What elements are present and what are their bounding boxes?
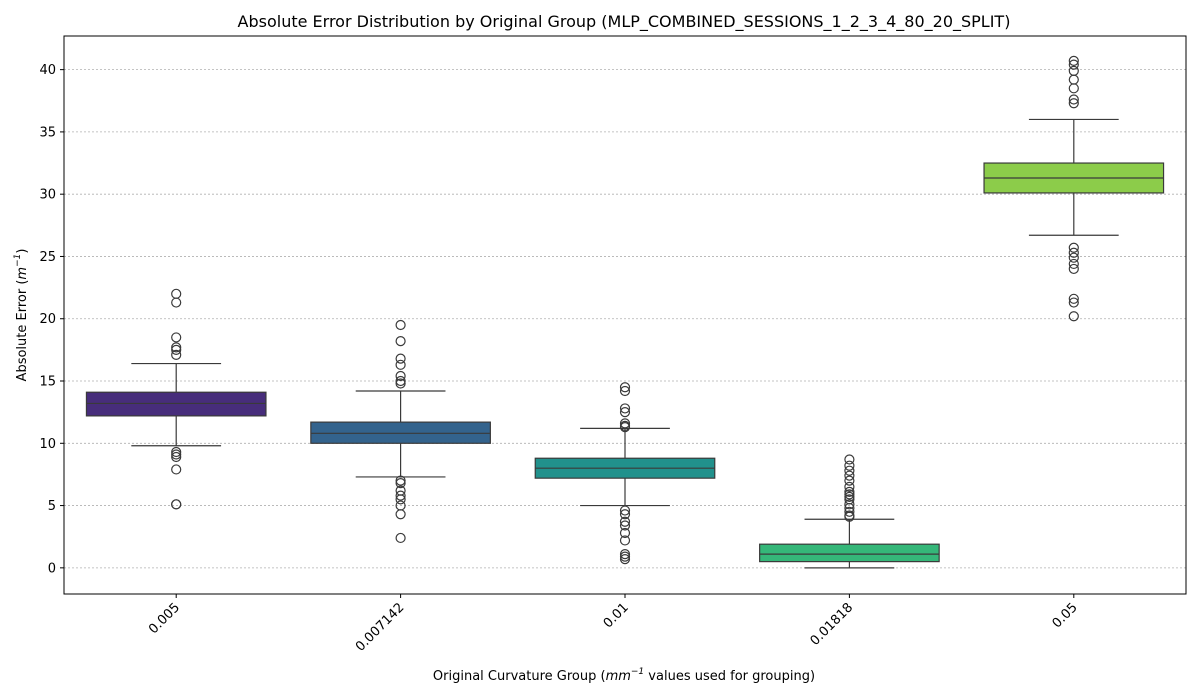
- outlier-point: [619, 527, 631, 539]
- outlier-point: [1068, 297, 1079, 308]
- outlier-point: [171, 449, 182, 460]
- outlier-point: [171, 342, 182, 353]
- outlier-point: [844, 465, 855, 476]
- outlier-point: [844, 486, 855, 497]
- outlier-point: [395, 378, 406, 389]
- outlier-point: [395, 490, 406, 501]
- y-tick-label: 30: [39, 188, 56, 203]
- box-group-0.007142: [310, 319, 491, 544]
- x-axis-label: Original Curvature Group (mm−1 values us…: [433, 667, 815, 684]
- outlier-point: [619, 421, 631, 433]
- box-group-0.05: [983, 55, 1165, 322]
- outlier-point: [1068, 98, 1079, 109]
- outlier-point: [1068, 83, 1079, 94]
- outlier-point: [1068, 252, 1079, 263]
- y-axis-ticks: 0 5 10 15 20 25 30 35 40: [39, 63, 64, 576]
- box-group-0.01: [534, 382, 716, 565]
- outlier-point: [844, 481, 855, 492]
- y-tick-label: 35: [39, 125, 56, 140]
- outlier-point: [1068, 258, 1079, 270]
- outlier-point: [395, 370, 406, 382]
- x-tick-label: 0.005: [146, 600, 183, 637]
- outlier-point: [844, 470, 855, 481]
- outlier-point: [395, 509, 406, 520]
- outlier-point: [619, 535, 631, 546]
- outlier-point: [844, 499, 855, 510]
- box: [759, 543, 940, 563]
- outlier-point: [619, 516, 631, 527]
- outlier-point: [1068, 55, 1079, 67]
- outlier-point: [619, 385, 631, 397]
- x-tick-label: 0.007142: [353, 600, 407, 654]
- outlier-point: [844, 460, 855, 471]
- outlier-point: [844, 511, 855, 522]
- outlier-point: [171, 349, 182, 360]
- outlier-point: [1068, 311, 1079, 322]
- outlier-point: [171, 332, 182, 343]
- outlier-point: [844, 491, 855, 502]
- box: [85, 391, 267, 417]
- outlier-point: [171, 499, 182, 510]
- outlier-point: [171, 464, 182, 475]
- outlier-point: [1068, 65, 1079, 76]
- outlier-point: [1068, 293, 1079, 304]
- outlier-point: [171, 451, 182, 463]
- box-group-0.005: [85, 288, 267, 510]
- outlier-point: [171, 297, 182, 308]
- outlier-point: [1068, 59, 1079, 70]
- outlier-point: [619, 403, 631, 414]
- outlier-point: [619, 407, 631, 418]
- outlier-point: [1068, 74, 1079, 85]
- outlier-point: [619, 418, 631, 429]
- outlier-point: [395, 494, 406, 505]
- chart-title: Absolute Error Distribution by Original …: [238, 12, 1011, 32]
- outlier-point: [171, 288, 182, 299]
- outlier-point: [1068, 247, 1079, 258]
- y-axis-label: Absolute Error (m−1): [13, 249, 30, 382]
- x-tick-label: 0.01: [601, 600, 632, 631]
- outlier-point: [844, 489, 855, 500]
- y-tick-label: 5: [48, 499, 56, 514]
- outlier-point: [1068, 242, 1079, 253]
- outlier-point: [171, 446, 182, 458]
- outlier-point: [619, 520, 631, 531]
- outlier-point: [395, 532, 406, 544]
- x-axis-ticks: 0.005 0.007142 0.01 0.01818 0.05: [146, 594, 1081, 655]
- y-tick-label: 15: [39, 375, 56, 390]
- outlier-point: [619, 505, 631, 516]
- box-group-0.01818: [759, 454, 940, 569]
- y-tick-label: 20: [39, 312, 56, 327]
- outlier-point: [619, 551, 631, 562]
- y-tick-label: 10: [39, 437, 56, 452]
- y-tick-label: 0: [48, 561, 56, 576]
- boxes-layer: [85, 55, 1165, 569]
- x-tick-label: 0.05: [1050, 600, 1081, 631]
- outlier-point: [395, 336, 406, 347]
- outlier-point: [395, 475, 406, 486]
- outlier-point: [395, 375, 406, 387]
- box: [310, 421, 491, 444]
- y-tick-label: 25: [39, 250, 56, 265]
- outlier-point: [844, 506, 855, 517]
- outlier-point: [619, 549, 631, 560]
- y-tick-label: 40: [39, 63, 56, 78]
- outlier-point: [395, 319, 406, 331]
- outlier-point: [171, 344, 182, 355]
- outlier-point: [395, 478, 406, 489]
- x-tick-label: 0.01818: [808, 600, 857, 649]
- outlier-point: [619, 554, 631, 565]
- outlier-point: [1068, 263, 1079, 275]
- outlier-point: [395, 359, 406, 370]
- outlier-point: [1068, 94, 1079, 105]
- outlier-point: [395, 353, 406, 364]
- outlier-point: [844, 475, 855, 486]
- outlier-point: [619, 509, 631, 520]
- outlier-point: [619, 382, 631, 393]
- outlier-point: [844, 454, 855, 465]
